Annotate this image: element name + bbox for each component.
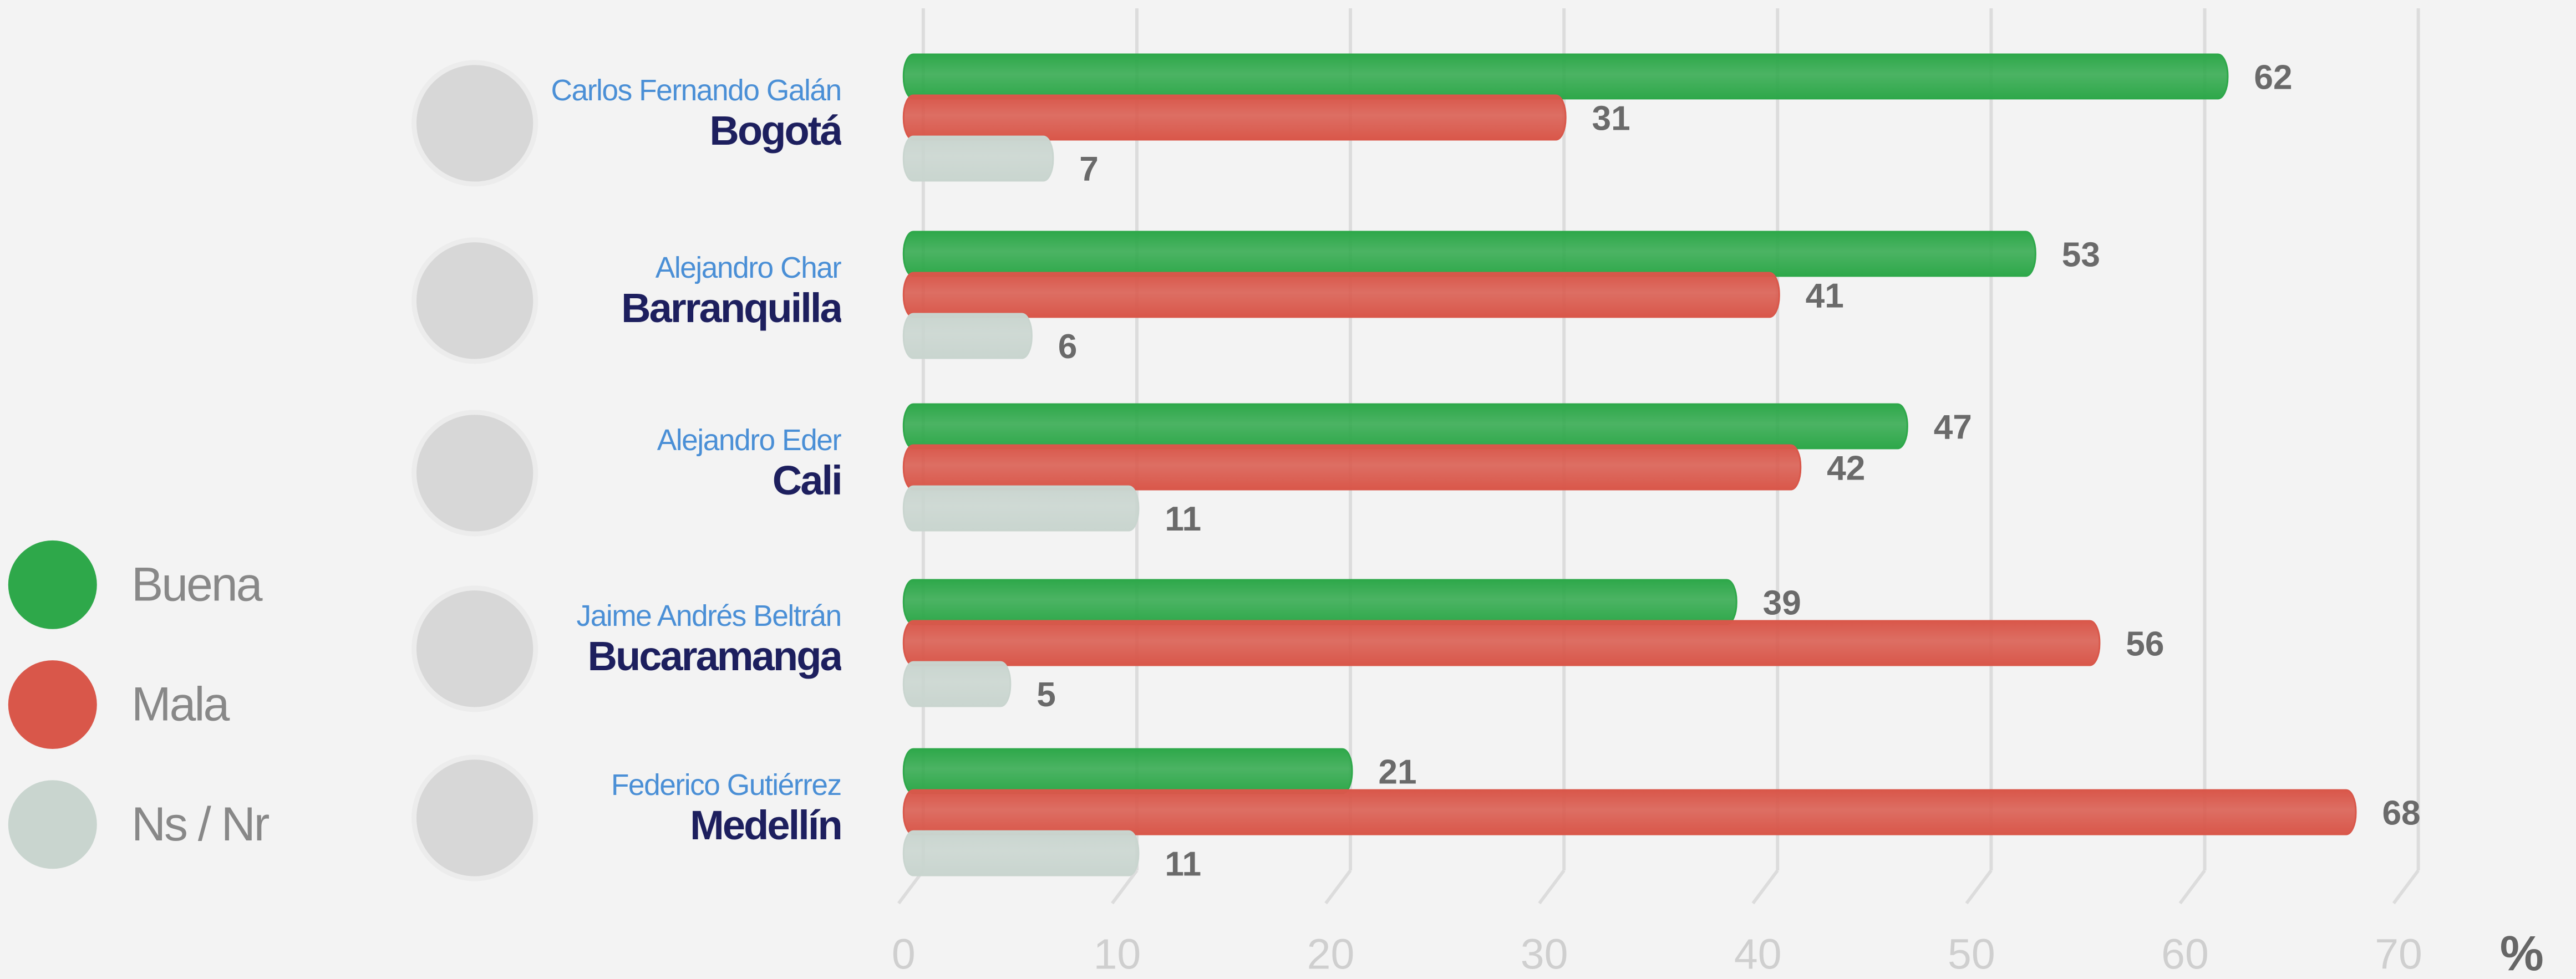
- value-label: 7: [1079, 150, 1099, 188]
- grid-line-foot: [1326, 870, 1350, 903]
- x-tick-label: 40: [1734, 931, 1782, 978]
- value-label: 41: [1806, 277, 1844, 315]
- mayor-name: Carlos Fernando Galán: [493, 74, 841, 107]
- x-tick-label: 70: [2375, 931, 2422, 978]
- grid-line-foot: [2394, 870, 2418, 903]
- value-label: 6: [1058, 328, 1078, 366]
- x-axis-label: %: [2500, 926, 2544, 979]
- bar: [903, 831, 1139, 875]
- category-label: Cali: [493, 457, 841, 506]
- bar: [903, 314, 1032, 358]
- category-label: Medellín: [493, 802, 841, 851]
- mayor-name: Federico Gutiérrez: [493, 769, 841, 802]
- category-label: Bucaramanga: [493, 633, 841, 682]
- legend-swatch: [8, 660, 97, 749]
- bar: [903, 445, 1800, 490]
- bar: [903, 790, 2356, 834]
- value-label: 11: [1165, 500, 1201, 538]
- mayor-name: Alejandro Eder: [493, 424, 841, 457]
- bar: [903, 486, 1139, 531]
- value-label: 5: [1037, 676, 1056, 714]
- x-tick-label: 0: [892, 931, 916, 978]
- chart: % 0 10 20 30 40 50 60 70 Buena Mala Ns / Nr Carlos …: [0, 0, 2576, 979]
- bar: [903, 232, 2035, 276]
- grid-line-foot: [1967, 870, 1991, 903]
- bar: [903, 95, 1566, 140]
- x-tick-label: 50: [1948, 931, 1995, 978]
- bar: [903, 621, 2100, 665]
- grid-line-foot: [2180, 870, 2204, 903]
- bar: [903, 54, 2228, 99]
- bar: [903, 662, 1010, 706]
- legend-label: Ns / Nr: [131, 798, 270, 851]
- value-label: 47: [1934, 408, 1972, 446]
- grid-line-foot: [1753, 870, 1777, 903]
- legend-label: Buena: [131, 558, 263, 611]
- value-label: 42: [1827, 449, 1865, 487]
- legend-label: Mala: [131, 678, 230, 731]
- value-label: 31: [1592, 99, 1630, 137]
- legend-swatch: [8, 541, 97, 629]
- value-label: 21: [1378, 753, 1416, 791]
- bar: [903, 404, 1907, 448]
- bar: [903, 273, 1779, 317]
- page: % 0 10 20 30 40 50 60 70 Buena Mala Ns / Nr Carlos …: [0, 0, 2576, 979]
- bar: [903, 749, 1352, 793]
- category-label: Barranquilla: [493, 284, 841, 334]
- legend-swatch: [8, 780, 97, 869]
- value-label: 68: [2382, 794, 2420, 832]
- value-label: 39: [1763, 584, 1801, 622]
- x-tick-label: 30: [1521, 931, 1568, 978]
- x-tick-label: 10: [1094, 931, 1141, 978]
- mayor-name: Alejandro Char: [493, 251, 841, 284]
- value-label: 56: [2126, 625, 2164, 663]
- bar: [903, 580, 1736, 624]
- x-tick-label: 60: [2161, 931, 2209, 978]
- grid-line-foot: [1539, 870, 1564, 903]
- value-label: 53: [2062, 236, 2100, 274]
- x-tick-label: 20: [1307, 931, 1355, 978]
- bar: [903, 136, 1053, 181]
- category-label: Bogotá: [493, 107, 841, 156]
- value-label: 62: [2254, 58, 2292, 96]
- value-label: 11: [1165, 845, 1201, 883]
- mayor-name: Jaime Andrés Beltrán: [493, 599, 841, 632]
